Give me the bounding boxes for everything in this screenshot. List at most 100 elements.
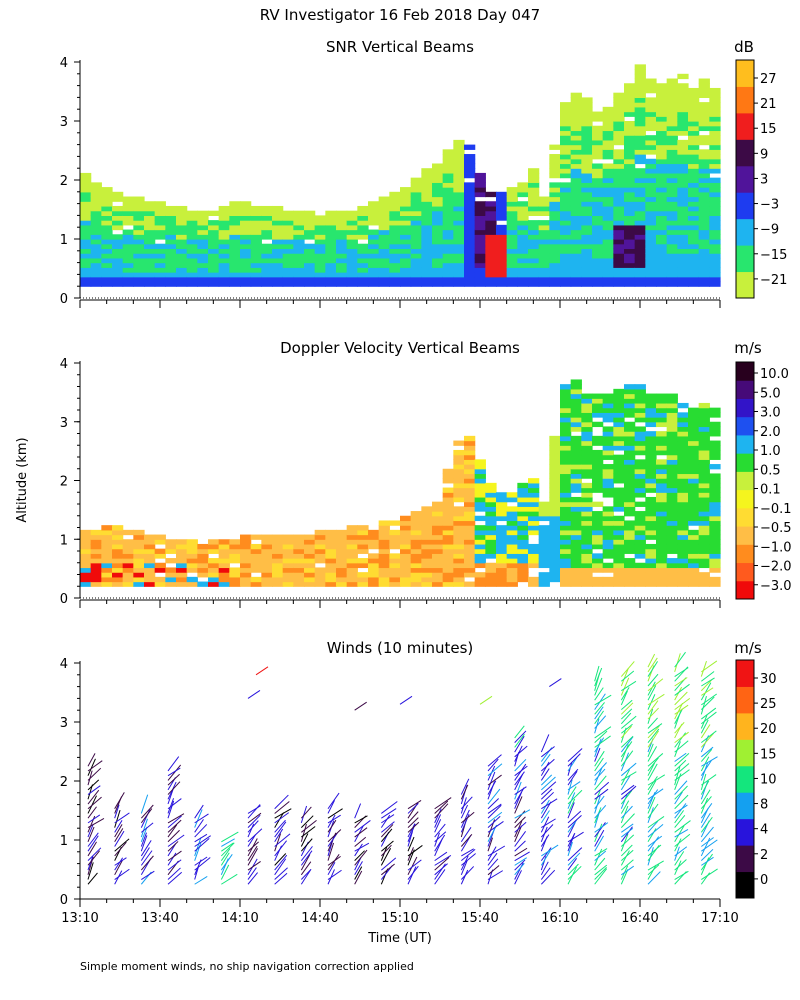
doppler-cell bbox=[250, 567, 262, 573]
y-tick-label: 4 bbox=[60, 357, 68, 372]
snr-cell bbox=[645, 149, 657, 155]
doppler-cell bbox=[581, 398, 593, 404]
snr-cell bbox=[560, 205, 572, 212]
snr-cell bbox=[517, 182, 529, 188]
snr-cell bbox=[570, 191, 582, 198]
doppler-cell bbox=[688, 492, 700, 498]
doppler-cell bbox=[581, 525, 593, 531]
snr-cell bbox=[645, 121, 657, 127]
doppler-cell bbox=[229, 539, 241, 545]
wind-barb bbox=[594, 737, 605, 753]
snr-cell bbox=[634, 257, 646, 264]
snr-cell bbox=[442, 154, 454, 160]
doppler-cell bbox=[144, 543, 156, 550]
snr-cell bbox=[272, 262, 284, 268]
snr-cell bbox=[314, 229, 326, 235]
wind-barb bbox=[274, 858, 287, 876]
doppler-cell bbox=[581, 501, 593, 507]
colorbar-label: 10.0 bbox=[760, 367, 789, 382]
snr-cell bbox=[677, 149, 689, 155]
snr-cell bbox=[346, 281, 358, 287]
doppler-cell bbox=[122, 529, 134, 536]
doppler-cell bbox=[592, 501, 604, 507]
snr-cell bbox=[144, 253, 156, 259]
snr-cell bbox=[560, 168, 572, 174]
colorbar-swatch bbox=[736, 60, 754, 87]
doppler-cell bbox=[602, 567, 614, 573]
snr-cell bbox=[645, 125, 657, 132]
wind-barb bbox=[674, 804, 688, 814]
doppler-cell bbox=[709, 431, 721, 437]
wind-barb bbox=[460, 860, 468, 876]
doppler-cell bbox=[570, 496, 582, 503]
doppler-cell bbox=[698, 426, 710, 432]
doppler-cell bbox=[645, 440, 657, 446]
doppler-cell bbox=[485, 562, 497, 569]
doppler-cell bbox=[656, 553, 668, 559]
doppler-cell bbox=[634, 534, 646, 540]
doppler-cell bbox=[400, 567, 412, 573]
doppler-cell bbox=[378, 581, 390, 587]
doppler-cell bbox=[581, 539, 593, 545]
snr-cell bbox=[645, 83, 657, 89]
doppler-cell bbox=[261, 543, 273, 550]
doppler-cell bbox=[400, 576, 412, 583]
doppler-cell bbox=[645, 393, 657, 399]
colorbar-label: −1.0 bbox=[760, 540, 792, 555]
snr-cell bbox=[250, 210, 262, 216]
doppler-cell bbox=[517, 511, 529, 517]
snr-cell bbox=[229, 248, 241, 254]
snr-cell bbox=[400, 239, 412, 245]
doppler-cell bbox=[101, 548, 113, 554]
snr-cell bbox=[453, 253, 465, 259]
snr-cell bbox=[677, 239, 689, 245]
doppler-cell bbox=[666, 412, 678, 418]
doppler-cell bbox=[592, 576, 604, 583]
snr-cell bbox=[506, 215, 518, 221]
doppler-cell bbox=[581, 496, 593, 503]
doppler-cell bbox=[709, 449, 721, 456]
snr-cell bbox=[656, 154, 668, 160]
snr-cell bbox=[560, 220, 572, 226]
snr-cell bbox=[656, 149, 668, 155]
snr-cell bbox=[528, 229, 540, 235]
wind-barb bbox=[647, 693, 665, 706]
doppler-cell bbox=[528, 478, 540, 484]
snr-cell bbox=[176, 234, 188, 240]
wind-barb bbox=[114, 857, 127, 866]
wind-barb bbox=[674, 651, 686, 668]
snr-cell bbox=[176, 205, 188, 212]
wind-barb bbox=[700, 682, 712, 701]
doppler-cell bbox=[581, 562, 593, 569]
doppler-cell bbox=[293, 534, 305, 540]
snr-cell bbox=[666, 215, 678, 221]
doppler-cell bbox=[421, 539, 433, 545]
doppler-cell bbox=[581, 459, 593, 465]
snr-cell bbox=[90, 272, 102, 278]
doppler-cell bbox=[688, 412, 700, 418]
doppler-cell bbox=[709, 407, 721, 413]
y-tick-label: 2 bbox=[60, 174, 68, 189]
doppler-cell bbox=[624, 562, 636, 569]
doppler-cell bbox=[698, 548, 710, 554]
snr-cell bbox=[90, 262, 102, 268]
doppler-cell bbox=[538, 539, 550, 545]
snr-cell bbox=[581, 201, 593, 207]
doppler-cell bbox=[602, 464, 614, 470]
wind-barb bbox=[540, 810, 550, 824]
doppler-cell bbox=[538, 515, 550, 522]
snr-cell bbox=[368, 276, 380, 283]
snr-cell bbox=[144, 224, 156, 231]
doppler-cell bbox=[581, 407, 593, 413]
snr-cell bbox=[581, 224, 593, 231]
doppler-cell bbox=[410, 548, 422, 554]
wind-barb bbox=[647, 762, 656, 776]
snr-cell bbox=[570, 102, 582, 108]
doppler-cell bbox=[677, 543, 689, 550]
snr-cell bbox=[90, 187, 102, 193]
doppler-cell bbox=[528, 515, 540, 522]
snr-cell bbox=[80, 196, 92, 202]
doppler-cell bbox=[506, 515, 518, 522]
wind-barb bbox=[700, 797, 709, 814]
snr-cell bbox=[410, 257, 422, 264]
